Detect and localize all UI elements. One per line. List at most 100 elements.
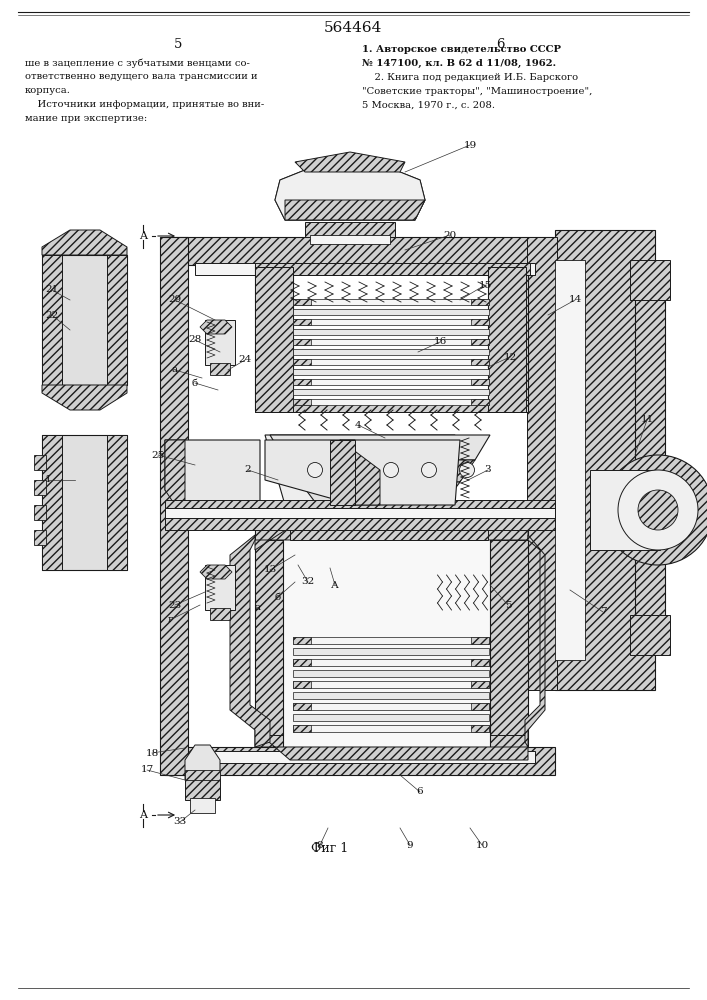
Text: ответственно ведущего вала трансмиссии и: ответственно ведущего вала трансмиссии и (25, 72, 257, 81)
Bar (40, 175, 668, 865)
Text: 5 Москва, 1970 г., с. 208.: 5 Москва, 1970 г., с. 208. (362, 101, 495, 110)
Bar (471, 359, 489, 365)
Polygon shape (275, 170, 425, 220)
Circle shape (308, 462, 322, 478)
Bar (293, 359, 311, 365)
Text: 22: 22 (45, 310, 59, 320)
Bar (293, 670, 489, 677)
Text: A: A (139, 810, 147, 820)
Bar (590, 470, 660, 550)
Text: 25: 25 (151, 450, 165, 460)
Polygon shape (200, 320, 232, 334)
Polygon shape (165, 440, 260, 520)
Bar (205, 565, 235, 610)
Bar (293, 309, 489, 315)
Bar (293, 725, 489, 732)
Bar (293, 379, 311, 385)
Circle shape (638, 490, 678, 530)
Bar (471, 659, 489, 666)
Bar (293, 725, 311, 732)
Text: 7: 7 (600, 607, 607, 616)
Circle shape (421, 462, 436, 478)
Bar (293, 637, 489, 644)
Polygon shape (285, 200, 425, 220)
Bar (488, 267, 526, 412)
Text: 33: 33 (173, 818, 187, 826)
Text: 11: 11 (641, 416, 654, 424)
Bar (293, 703, 311, 710)
Bar (255, 267, 293, 412)
Polygon shape (42, 385, 127, 410)
Bar (42, 255, 62, 385)
Bar (255, 265, 293, 410)
Bar (293, 692, 489, 699)
Text: 14: 14 (568, 296, 582, 304)
Polygon shape (200, 565, 232, 579)
Text: 9: 9 (407, 840, 414, 850)
Bar (293, 359, 489, 365)
Bar (293, 339, 311, 345)
Bar (293, 389, 489, 395)
Bar (293, 681, 489, 688)
Text: б: б (275, 592, 281, 601)
Bar (255, 530, 293, 745)
Text: 17: 17 (141, 766, 153, 774)
Circle shape (383, 462, 399, 478)
Polygon shape (285, 460, 475, 482)
Bar (471, 681, 489, 688)
Polygon shape (295, 152, 405, 172)
Text: 564464: 564464 (324, 21, 382, 35)
Bar (293, 379, 489, 385)
Bar (165, 518, 555, 530)
Polygon shape (185, 770, 220, 780)
Bar (290, 530, 488, 540)
Text: № 147100, кл. В 62 d 11/08, 1962.: № 147100, кл. В 62 d 11/08, 1962. (362, 59, 556, 68)
Text: мание при экспертизе:: мание при экспертизе: (25, 114, 147, 123)
Text: 6: 6 (416, 788, 423, 796)
Bar (255, 735, 528, 747)
Bar (293, 399, 489, 405)
Bar (293, 369, 489, 375)
Text: 24: 24 (238, 356, 252, 364)
Bar (34, 480, 46, 495)
Bar (293, 339, 489, 345)
Bar (471, 637, 489, 644)
Bar (293, 319, 489, 325)
Polygon shape (340, 440, 460, 505)
Bar (293, 329, 489, 335)
Bar (555, 260, 585, 660)
Bar (34, 455, 46, 470)
Bar (471, 379, 489, 385)
Bar (165, 500, 555, 508)
Polygon shape (255, 730, 528, 760)
Text: 6: 6 (496, 38, 504, 51)
Polygon shape (300, 482, 460, 502)
Text: Источники информации, принятые во вни-: Источники информации, принятые во вни- (25, 100, 264, 109)
Bar (42, 435, 62, 570)
Polygon shape (230, 535, 270, 747)
Bar (293, 399, 311, 405)
Bar (190, 798, 215, 813)
Text: 29: 29 (168, 296, 182, 304)
Text: 2: 2 (245, 466, 251, 475)
Polygon shape (265, 440, 355, 505)
Text: корпуса.: корпуса. (25, 86, 71, 95)
Bar (195, 263, 535, 275)
Bar (107, 255, 127, 385)
Text: а: а (255, 603, 261, 612)
Text: А: А (331, 580, 339, 589)
Polygon shape (255, 527, 528, 550)
Bar (635, 290, 665, 620)
Text: 1: 1 (45, 476, 52, 485)
Text: 32: 32 (301, 578, 315, 586)
Bar (293, 299, 489, 305)
Text: 18: 18 (146, 748, 158, 758)
Bar (471, 703, 489, 710)
Text: 15: 15 (479, 280, 491, 290)
Text: 5: 5 (505, 600, 511, 609)
Text: 20: 20 (443, 231, 457, 239)
Polygon shape (340, 440, 380, 505)
Bar (42, 255, 127, 385)
Bar (630, 260, 670, 300)
Polygon shape (265, 435, 455, 505)
